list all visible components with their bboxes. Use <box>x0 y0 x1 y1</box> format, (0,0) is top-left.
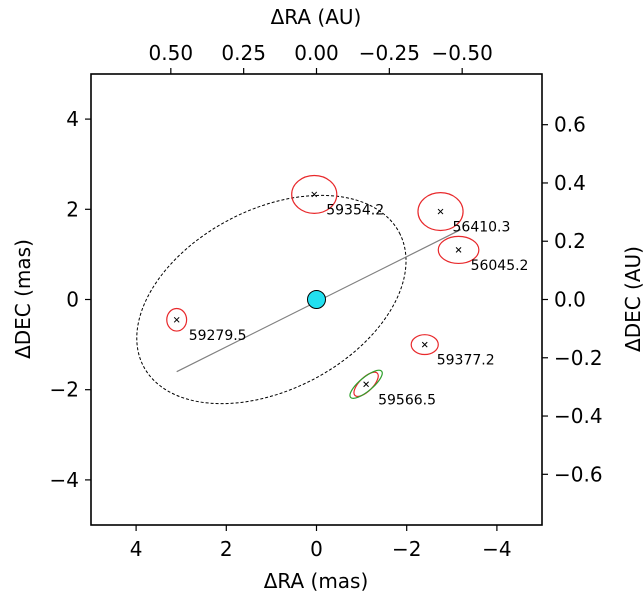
y-tick-label: −2 <box>50 378 79 402</box>
x-tick-label: 4 <box>130 537 143 561</box>
epoch-marker <box>311 191 318 198</box>
error-ellipse <box>166 307 188 332</box>
epoch-marker <box>455 247 462 253</box>
primary-star <box>307 290 326 309</box>
y-tick-label: 2 <box>66 197 79 221</box>
y2-tick-label: −0.2 <box>554 346 603 370</box>
tick-layer: 4 2 0 −2 −4 4 2 0 −2 −4 0.50 0.25 0.00 −0.25 −0.50 0.6 0… <box>50 41 603 561</box>
epoch-label: 59279.5 <box>189 328 247 344</box>
x-tick-label: −4 <box>482 537 511 561</box>
y-tick-label: 4 <box>66 107 79 131</box>
x2-tick-label: 0.25 <box>221 41 266 65</box>
y-tick-label: 0 <box>66 288 79 312</box>
y2-axis-label: ΔDEC (AU) <box>621 246 643 352</box>
y2-tick-label: 0.6 <box>554 113 586 137</box>
x2-tick-label: 0.50 <box>149 41 194 65</box>
y2-tick-label: −0.6 <box>554 462 603 486</box>
alt-error-ellipse <box>349 369 383 399</box>
plot-layer: 59354.2 56410.3 56045.2 59279.5 59377.2 59566… <box>136 174 529 408</box>
x2-axis-label: ΔRA (AU) <box>271 5 362 29</box>
epoch-label: 59354.2 <box>326 202 384 218</box>
error-ellipse <box>437 235 480 265</box>
epoch-marker <box>421 341 428 348</box>
epoch-label: 56045.2 <box>471 258 529 274</box>
x2-tick-label: −0.50 <box>432 41 493 65</box>
x-axis-label: ΔRA (mas) <box>264 569 369 593</box>
error-ellipse <box>291 174 338 214</box>
epoch-label: 59566.5 <box>378 392 436 408</box>
axes-frame <box>90 73 543 526</box>
y-axis-label: ΔDEC (mas) <box>11 239 35 359</box>
epoch-marker <box>437 208 444 215</box>
x-tick-label: 2 <box>220 537 233 561</box>
error-ellipse <box>417 192 464 232</box>
x2-tick-label: 0.00 <box>294 41 339 65</box>
y2-tick-label: 0.4 <box>554 171 586 195</box>
epoch-label: 56410.3 <box>453 220 511 236</box>
x-tick-label: −2 <box>392 537 421 561</box>
y-tick-label: −4 <box>50 468 79 492</box>
x2-tick-label: −0.25 <box>359 41 420 65</box>
error-ellipse <box>410 334 439 356</box>
epoch-label: 59377.2 <box>437 353 495 369</box>
y2-tick-label: −0.4 <box>554 404 603 428</box>
epoch-marker <box>363 381 369 388</box>
x-tick-label: 0 <box>310 537 323 561</box>
epoch-marker <box>173 316 180 323</box>
orbit-ellipse <box>136 194 407 405</box>
y2-tick-label: 0.0 <box>554 288 586 312</box>
y2-tick-label: 0.2 <box>554 229 586 253</box>
